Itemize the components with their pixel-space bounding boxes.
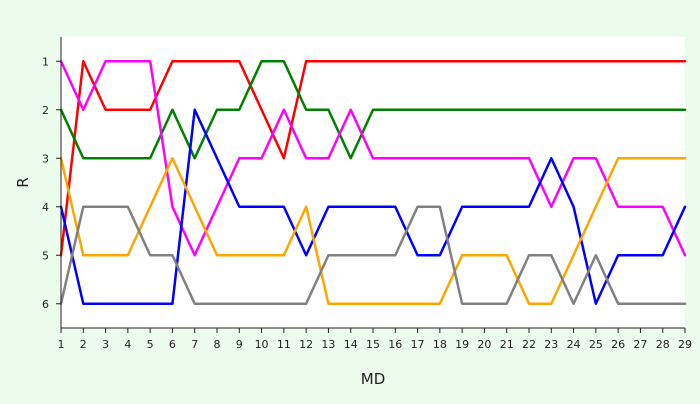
x-tick-label: 27 <box>633 338 647 351</box>
series-line-3 <box>59 60 687 257</box>
x-tick-label: 5 <box>147 338 154 351</box>
x-tick-label: 22 <box>522 338 536 351</box>
series-line-5 <box>59 157 687 305</box>
x-tick-label: 18 <box>433 338 447 351</box>
series-layer <box>59 60 687 305</box>
x-tick-label: 3 <box>102 338 109 351</box>
axes-layer: 1 2 3 4 5 6 7 8 9 10 11 12 13 14 15 16 17 18 19 20 21 22 23 24 2… <box>42 37 692 351</box>
x-tick-label: 13 <box>321 338 335 351</box>
x-tick-label: 26 <box>611 338 625 351</box>
x-axis-title: MD <box>361 370 386 388</box>
y-tick-label: 6 <box>42 298 49 311</box>
x-tick-label: 1 <box>58 338 65 351</box>
y-tick-label: 3 <box>42 152 49 165</box>
x-tick-label: 23 <box>544 338 558 351</box>
y-tick-label: 1 <box>42 55 49 68</box>
x-tick-label: 20 <box>477 338 491 351</box>
series-line-1 <box>59 60 687 257</box>
y-tick-label: 4 <box>42 201 49 214</box>
x-tick-label: 19 <box>455 338 469 351</box>
y-tick-label: 2 <box>42 104 49 117</box>
x-tick-label: 17 <box>411 338 425 351</box>
x-tick-label: 29 <box>678 338 692 351</box>
y-tick-label: 5 <box>42 249 49 262</box>
x-tick-label: 7 <box>191 338 198 351</box>
x-tick-label: 25 <box>589 338 603 351</box>
x-tick-label: 9 <box>236 338 243 351</box>
plot-area <box>61 37 685 328</box>
series-line-6 <box>59 205 687 305</box>
x-tick-label: 28 <box>656 338 670 351</box>
y-axis-title: R <box>14 177 32 187</box>
x-tick-label: 12 <box>299 338 313 351</box>
x-tick-label: 4 <box>124 338 131 351</box>
x-tick-label: 24 <box>567 338 581 351</box>
x-tick-label: 11 <box>277 338 291 351</box>
x-tick-label: 6 <box>169 338 176 351</box>
x-tick-label: 15 <box>366 338 380 351</box>
series-line-2 <box>59 60 687 160</box>
x-tick-label: 2 <box>80 338 87 351</box>
x-tick-label: 21 <box>500 338 514 351</box>
x-tick-label: 10 <box>255 338 269 351</box>
x-tick-label: 14 <box>344 338 358 351</box>
x-tick-label: 8 <box>214 338 221 351</box>
x-tick-label: 16 <box>388 338 402 351</box>
